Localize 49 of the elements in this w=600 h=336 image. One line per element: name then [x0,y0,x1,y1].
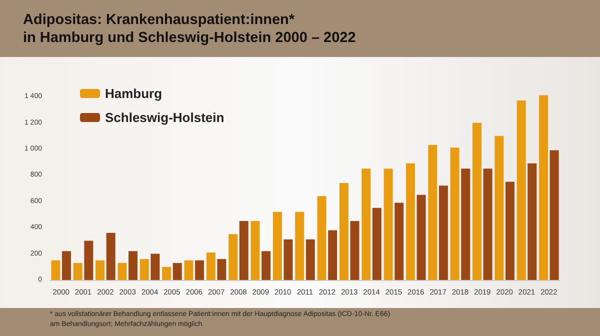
bar [539,95,548,280]
bar [84,240,94,280]
bar [472,122,482,280]
legend-label: Schleswig-Holstein [105,110,224,125]
bar [416,194,426,280]
bar [118,262,127,280]
bar [394,202,404,280]
bar [406,163,415,280]
bar [73,262,82,280]
bar [96,260,105,280]
bar [339,183,348,280]
chart-title: Adipositas: Krankenhauspatient:innen* in Hamburg und Schleswig-Holstein 2000 – 2022 [0,0,600,57]
bar [172,262,182,280]
bar [106,232,116,280]
bar [195,260,204,280]
bar [272,212,282,280]
bar [128,251,138,280]
bar [483,168,492,280]
bar [62,251,71,280]
bar [184,260,194,280]
bar [250,221,260,280]
bar [516,100,526,280]
bar [528,163,537,280]
bar [217,259,226,280]
bar [317,196,326,280]
bar [428,145,438,280]
bar [461,168,470,280]
bar [239,221,248,280]
bar [494,136,504,280]
bar [262,251,271,280]
bar [362,168,371,280]
bar [350,221,360,280]
bar [51,260,60,280]
bar [150,254,160,280]
bar [438,186,448,280]
bar [228,234,238,280]
bar [206,252,216,280]
bar [295,212,304,280]
bar [284,239,293,280]
legend-label: Hamburg [105,86,162,101]
bar [505,182,514,280]
bar [328,230,338,280]
bar [384,168,393,280]
bar [306,239,315,280]
bar [162,266,172,280]
bar [550,150,559,280]
bar [140,259,149,280]
bar [372,208,382,280]
bar [450,148,460,280]
